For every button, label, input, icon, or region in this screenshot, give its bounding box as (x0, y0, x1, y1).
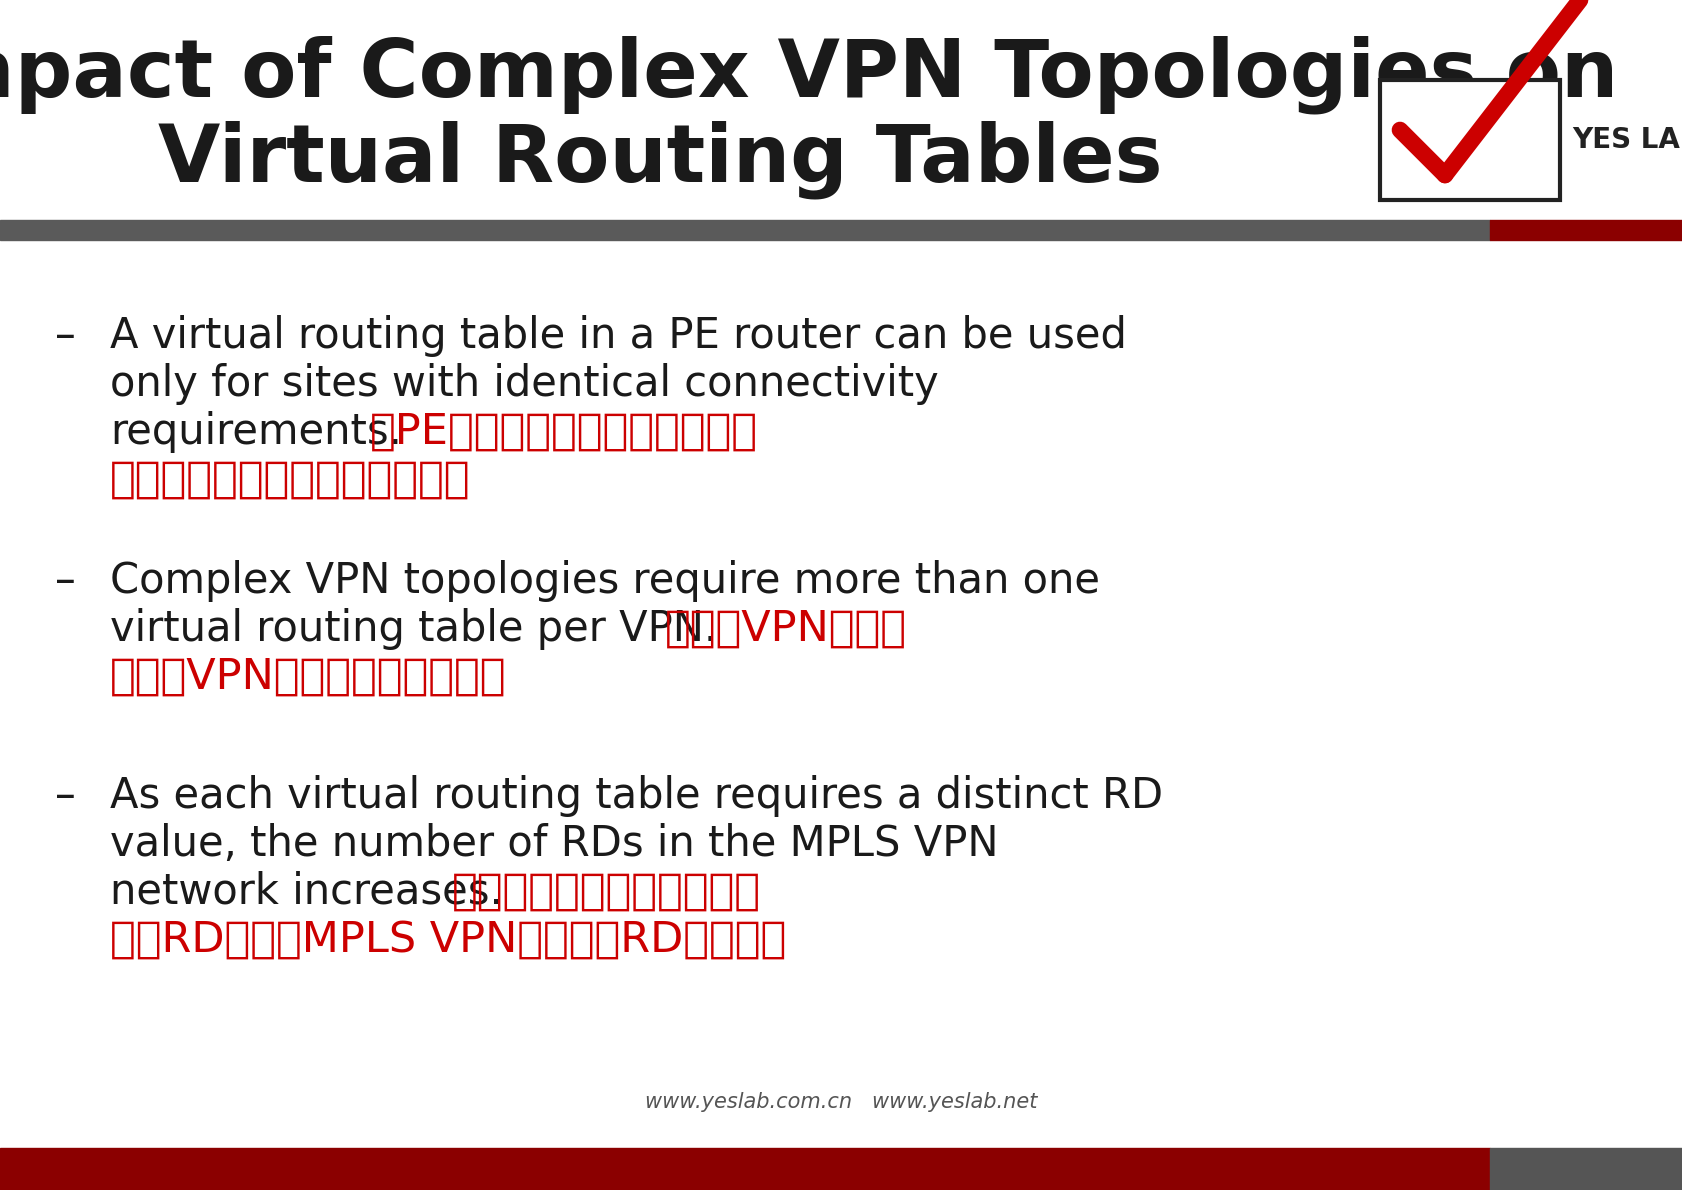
Text: www.yeslab.com.cn   www.yeslab.net: www.yeslab.com.cn www.yeslab.net (644, 1092, 1036, 1111)
Bar (1379, 80, 1559, 200)
Text: 得一个VPN需要多个虚拟路由表: 得一个VPN需要多个虚拟路由表 (109, 656, 506, 699)
Text: Complex VPN topologies require more than one: Complex VPN topologies require more than… (109, 560, 1100, 602)
Text: 一的RD值，在MPLS VPN网络中，RD就变多了: 一的RD值，在MPLS VPN网络中，RD就变多了 (109, 919, 785, 962)
Text: 于具有相同连接需求的各个站点: 于具有相同连接需求的各个站点 (109, 459, 471, 501)
Text: As each virtual routing table requires a distinct RD: As each virtual routing table requires a… (109, 775, 1162, 818)
Bar (1489, 1148, 1682, 1190)
Text: Impact of Complex VPN Topologies on: Impact of Complex VPN Topologies on (0, 36, 1618, 114)
Text: –: – (56, 560, 76, 602)
Text: network increases.: network increases. (109, 871, 503, 913)
Bar (0, 1148, 1489, 1190)
Bar (0, 220, 1489, 240)
Text: –: – (56, 315, 76, 357)
Bar (1489, 220, 1682, 240)
Text: requirements.: requirements. (109, 411, 402, 453)
Text: 复杂的VPN技术使: 复杂的VPN技术使 (664, 608, 907, 650)
Text: virtual routing table per VPN.: virtual routing table per VPN. (109, 608, 717, 650)
Text: A virtual routing table in a PE router can be used: A virtual routing table in a PE router c… (109, 315, 1127, 357)
Text: –: – (56, 775, 76, 818)
Text: value, the number of RDs in the MPLS VPN: value, the number of RDs in the MPLS VPN (109, 823, 997, 865)
Text: only for sites with identical connectivity: only for sites with identical connectivi… (109, 363, 939, 405)
Text: Virtual Routing Tables: Virtual Routing Tables (158, 120, 1162, 199)
Text: 在PE路由器上的虚拟路由表只用: 在PE路由器上的虚拟路由表只用 (370, 411, 757, 453)
Text: YES LAB: YES LAB (1571, 126, 1682, 154)
Text: 由于每个虚拟路由表都有唯: 由于每个虚拟路由表都有唯 (452, 871, 760, 913)
